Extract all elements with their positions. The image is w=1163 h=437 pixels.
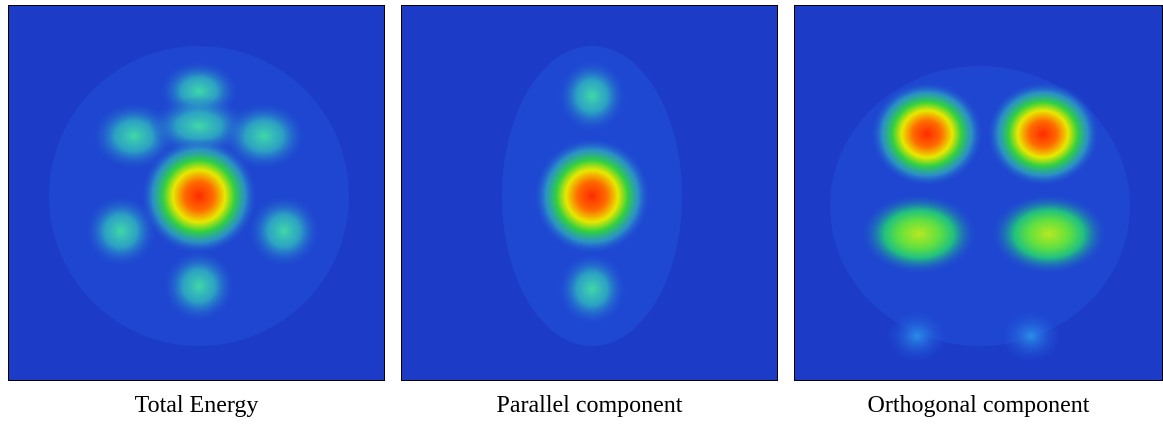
heatmap-panel bbox=[8, 5, 385, 381]
heatmap-panel bbox=[794, 5, 1163, 381]
heatmap bbox=[9, 6, 384, 380]
caption: Orthogonal component bbox=[790, 392, 1163, 419]
caption: Parallel component bbox=[401, 392, 778, 419]
heatmap bbox=[402, 6, 777, 380]
caption: Total Energy bbox=[8, 392, 385, 419]
page: {"panels": [{"caption": "Total Energy"},… bbox=[0, 0, 1163, 437]
heatmap bbox=[795, 6, 1162, 380]
heatmap-panel bbox=[401, 5, 778, 381]
